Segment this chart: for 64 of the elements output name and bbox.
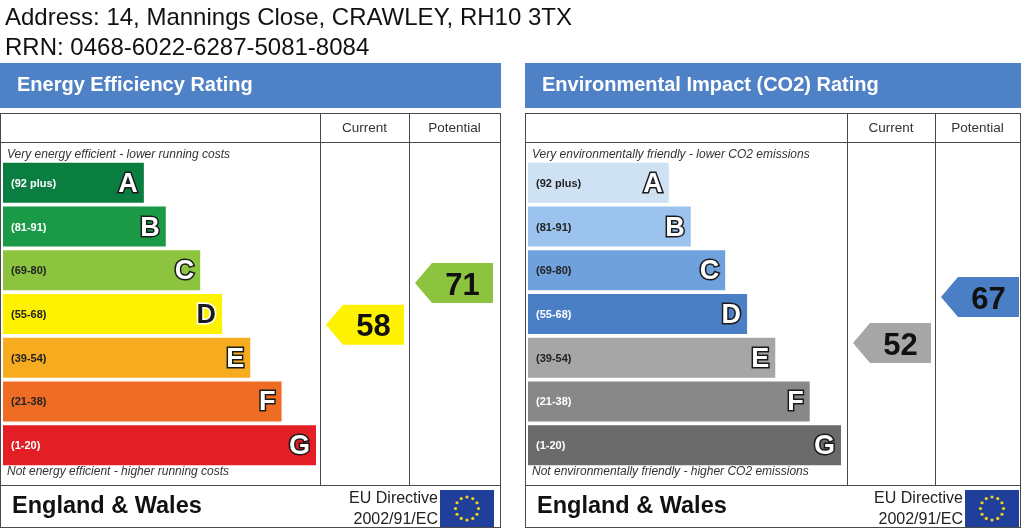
text: 2002/91/EC xyxy=(878,509,963,529)
text: England & Wales xyxy=(537,491,727,519)
bar xyxy=(528,425,841,466)
text: England & Wales xyxy=(12,491,202,519)
y2-tick-label: B xyxy=(665,211,685,242)
text: Current xyxy=(867,119,915,137)
y-tick-label: (21-38) xyxy=(11,395,47,408)
y-tick-label: (69-80) xyxy=(11,264,47,277)
text: 71 xyxy=(445,266,480,302)
annotation: Not energy efficient - higher running costs xyxy=(7,464,230,478)
y-tick-label: (92 plus) xyxy=(536,176,582,189)
text: Address: 14, Mannings Close, CRAWLEY, RH10 3TX xyxy=(5,3,572,31)
bar xyxy=(3,381,282,422)
text: Very energy efficient - lower running costs xyxy=(7,147,230,161)
y2-tick-label: G xyxy=(813,430,835,461)
y-tick-label: (39-54) xyxy=(11,351,47,364)
text: Potential xyxy=(950,119,1005,137)
bar xyxy=(528,162,669,203)
y2-tick-label: C xyxy=(699,255,720,286)
y-tick-label: (1-20) xyxy=(536,439,566,452)
y2-tick-label: E xyxy=(226,342,245,373)
bar xyxy=(3,162,144,203)
y-tick-label: (69-80) xyxy=(536,264,572,277)
bar xyxy=(3,294,223,334)
y2-tick-label: A xyxy=(643,167,663,198)
y2-tick-label: D xyxy=(196,299,217,329)
text: EU Directive xyxy=(349,488,438,508)
chart-title: Environmental Impact (CO2) Rating xyxy=(542,72,879,97)
text: 52 xyxy=(883,326,918,362)
y-tick-label: (92 plus) xyxy=(11,176,57,189)
y-tick-label: (39-54) xyxy=(536,351,572,364)
y2-tick-label: D xyxy=(721,299,742,329)
y2-tick-label: F xyxy=(787,386,804,417)
y-tick-label: (55-68) xyxy=(11,308,47,320)
y-tick-label: (81-91) xyxy=(11,220,47,233)
text: RRN: 0468-6022-6287-5081-8084 xyxy=(5,33,370,61)
text: 58 xyxy=(356,308,391,344)
bar xyxy=(3,425,316,466)
y2-tick-label: E xyxy=(751,342,770,373)
text: 67 xyxy=(971,280,1006,316)
y-tick-label: (81-91) xyxy=(536,220,572,233)
text: 2002/91/EC xyxy=(353,509,438,529)
text: EU Directive xyxy=(874,488,963,508)
bar xyxy=(528,206,691,247)
y2-tick-label: B xyxy=(140,211,160,242)
bar xyxy=(3,250,201,291)
bar xyxy=(528,294,748,334)
y2-tick-label: F xyxy=(259,386,276,417)
text: Current xyxy=(341,119,388,137)
bar xyxy=(528,250,726,291)
y-tick-label: (55-68) xyxy=(536,308,572,320)
bar xyxy=(3,206,166,247)
y-tick-label: (1-20) xyxy=(11,439,41,452)
bar xyxy=(528,337,776,378)
text: Very environmentally friendly - lower CO2 emissions xyxy=(532,147,810,161)
y-tick-label: (21-38) xyxy=(536,395,572,408)
y2-tick-label: A xyxy=(118,167,138,198)
text: Potential xyxy=(427,119,482,137)
chart-title: Energy Efficiency Rating xyxy=(17,72,253,97)
annotation: Not environmentally friendly - higher CO2 emissions xyxy=(532,464,809,478)
bar xyxy=(3,337,251,378)
y2-tick-label: G xyxy=(288,430,310,461)
y2-tick-label: C xyxy=(174,255,195,286)
bar xyxy=(528,381,810,422)
